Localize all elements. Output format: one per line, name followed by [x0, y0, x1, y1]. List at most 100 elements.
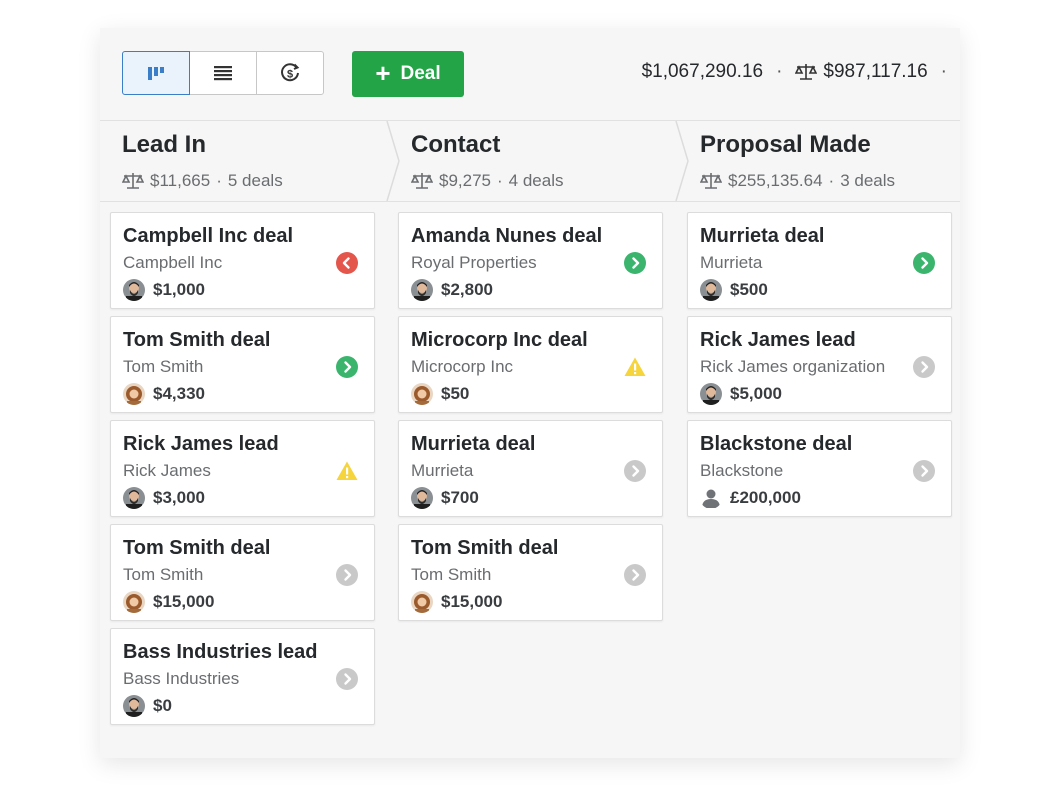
totals-trailing-separator: · [940, 61, 947, 82]
stage-deal-count: 3 deals [840, 171, 896, 190]
deal-title[interactable]: Murrieta deal [700, 225, 825, 247]
deal-title[interactable]: Campbell Inc deal [123, 225, 294, 247]
deal-value: $500 [730, 280, 768, 299]
deal-title[interactable]: Bass Industries lead [123, 641, 318, 663]
deal-card[interactable]: Rick James lead Rick James organization $5… [687, 316, 952, 413]
scheduled-activity-icon[interactable] [624, 252, 646, 274]
deal-card[interactable]: Tom Smith deal Tom Smith $4,330 [110, 316, 375, 413]
pipeline-view-button[interactable] [122, 51, 190, 95]
deal-card[interactable]: Microcorp Inc deal Microcorp Inc $50 [398, 316, 663, 413]
no-activity-warning-icon[interactable] [624, 356, 646, 378]
deal-value-row: $1,000 [123, 279, 205, 301]
deal-value: $2,800 [441, 280, 493, 299]
deal-value-row: $50 [411, 383, 469, 405]
deal-organization: Royal Properties [411, 253, 537, 272]
deal-value-row: $700 [411, 487, 479, 509]
user-avatar [123, 279, 145, 301]
deal-card[interactable]: Bass Industries lead Bass Industries $0 [110, 628, 375, 725]
deal-value: $4,330 [153, 384, 205, 403]
scale-icon [411, 173, 433, 189]
deal-value-row: $15,000 [123, 591, 214, 613]
deal-card[interactable]: Murrieta deal Murrieta $500 [687, 212, 952, 309]
no-activity-icon[interactable] [624, 564, 646, 586]
no-activity-icon[interactable] [336, 668, 358, 690]
scheduled-activity-icon[interactable] [913, 252, 935, 274]
deal-organization: Campbell Inc [123, 253, 223, 272]
stage-divider [386, 121, 400, 201]
deal-organization: Blackstone [700, 461, 784, 480]
forecast-view-button[interactable]: $ [256, 51, 324, 95]
user-avatar [411, 383, 433, 405]
stage-name: Proposal Made [700, 131, 871, 158]
total-value: $1,067,290.16 [641, 61, 764, 82]
deal-title[interactable]: Blackstone deal [700, 433, 853, 455]
deal-card[interactable]: Blackstone deal Blackstone £200,000 [687, 420, 952, 517]
pipeline-totals: $1,067,290.16 · $987,117.16 · [642, 61, 960, 83]
separator: · [216, 171, 222, 190]
no-activity-icon[interactable] [913, 460, 935, 482]
deal-card[interactable]: Amanda Nunes deal Royal Properties $2,800 [398, 212, 663, 309]
user-avatar [700, 279, 722, 301]
deal-value-row: $3,000 [123, 487, 205, 509]
stage-header-proposal-made[interactable]: Proposal Made $255,135.64 · 3 deals [678, 121, 960, 201]
svg-text:$: $ [287, 69, 293, 81]
add-deal-label: Deal [400, 63, 441, 84]
deal-value: $15,000 [153, 592, 215, 611]
list-icon [214, 66, 232, 81]
stage-name: Lead In [122, 131, 207, 158]
no-activity-warning-icon[interactable] [336, 460, 358, 482]
deal-title[interactable]: Tom Smith deal [123, 537, 271, 559]
scheduled-activity-icon[interactable] [336, 356, 358, 378]
deal-organization: Microcorp Inc [411, 357, 514, 376]
deal-organization: Tom Smith [123, 357, 204, 376]
deal-card[interactable]: Tom Smith deal Tom Smith $15,000 [110, 524, 375, 621]
totals-separator: · [776, 61, 783, 82]
user-avatar [411, 591, 433, 613]
deal-value-row: $2,800 [411, 279, 493, 301]
plus-icon: + [375, 57, 391, 88]
deal-card[interactable]: Tom Smith deal Tom Smith $15,000 [398, 524, 663, 621]
stage-column-contact: Amanda Nunes deal Royal Properties $2,800 M… [398, 212, 663, 628]
deal-value-row: $500 [700, 279, 768, 301]
deal-value: $0 [153, 696, 172, 715]
deal-value-row: $15,000 [411, 591, 502, 613]
deal-organization: Rick James organization [700, 357, 886, 376]
stage-divider [675, 121, 689, 201]
deal-value: $700 [441, 488, 479, 507]
stage-header-lead-in[interactable]: Lead In $11,665 · 5 deals [100, 121, 388, 201]
deal-card[interactable]: Rick James lead Rick James $3,000 [110, 420, 375, 517]
deal-title[interactable]: Tom Smith deal [123, 329, 271, 351]
deal-value-row: $0 [123, 695, 172, 717]
deal-title[interactable]: Tom Smith deal [411, 537, 559, 559]
deal-card[interactable]: Campbell Inc deal Campbell Inc $1,000 [110, 212, 375, 309]
list-view-button[interactable] [189, 51, 257, 95]
stage-name: Contact [411, 131, 501, 158]
deal-organization: Murrieta [411, 461, 474, 480]
deal-title[interactable]: Microcorp Inc deal [411, 329, 588, 351]
pipeline-panel: $ + Deal $1,067,290.16 · $987,117.16 · L… [100, 28, 960, 758]
deal-value-row: $5,000 [700, 383, 782, 405]
deal-title[interactable]: Amanda Nunes deal [411, 225, 603, 247]
stage-summary: $255,135.64 · 3 deals [700, 171, 895, 191]
user-avatar [123, 383, 145, 405]
deal-organization: Rick James [123, 461, 211, 480]
no-activity-icon[interactable] [336, 564, 358, 586]
deal-value-row: £200,000 [700, 487, 801, 509]
person-placeholder-icon [700, 487, 722, 509]
deal-card[interactable]: Murrieta deal Murrieta $700 [398, 420, 663, 517]
no-activity-icon[interactable] [913, 356, 935, 378]
deal-title[interactable]: Rick James lead [123, 433, 279, 455]
stage-summary: $11,665 · 5 deals [122, 171, 283, 191]
no-activity-icon[interactable] [624, 460, 646, 482]
stage-deal-count: 4 deals [508, 171, 564, 190]
overdue-activity-icon[interactable] [336, 252, 358, 274]
stage-header-contact[interactable]: Contact $9,275 · 4 deals [389, 121, 677, 201]
separator: · [497, 171, 503, 190]
add-deal-button[interactable]: + Deal [352, 51, 464, 97]
deal-organization: Bass Industries [123, 669, 240, 688]
deal-title[interactable]: Rick James lead [700, 329, 856, 351]
deal-title[interactable]: Murrieta deal [411, 433, 536, 455]
stage-deal-count: 5 deals [227, 171, 283, 190]
pipeline-icon [148, 67, 164, 80]
view-switcher: $ [122, 51, 324, 95]
